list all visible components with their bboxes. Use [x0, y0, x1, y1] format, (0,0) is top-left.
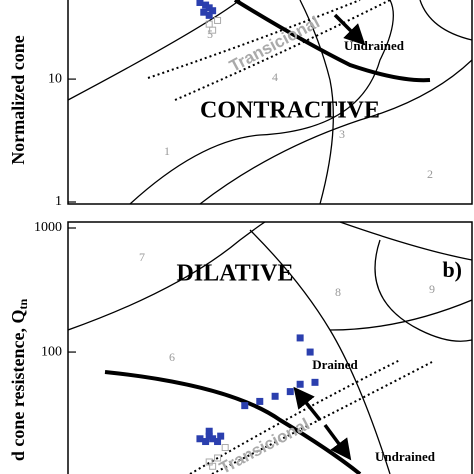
- points: [196, 0, 222, 34]
- annotation: CONTRACTIVE: [200, 98, 380, 124]
- y-axis-label: d cone resistence, Qtn: [8, 299, 30, 462]
- y-axis-label-sub: tn: [16, 299, 30, 310]
- annotation: Drained: [312, 357, 358, 372]
- y-axis-label: Normalized cone: [8, 35, 28, 164]
- annotation: 9: [429, 282, 435, 296]
- point: [221, 444, 229, 452]
- point: [205, 11, 213, 19]
- plot-frame: [67, 0, 473, 205]
- points: [196, 334, 319, 470]
- point: [241, 402, 249, 410]
- annotation: Undrained: [375, 449, 436, 464]
- point: [209, 26, 217, 34]
- panel-label: b): [442, 257, 462, 282]
- annotation: 2: [427, 167, 433, 181]
- annotation: Transicional: [216, 414, 313, 474]
- annotation: DILATIVE: [177, 261, 294, 287]
- point: [306, 348, 314, 356]
- annotation: 3: [339, 127, 345, 141]
- point: [214, 16, 222, 24]
- point: [205, 427, 213, 435]
- annotation: 8: [335, 285, 341, 299]
- annotation: 5: [207, 27, 213, 41]
- y-tick-label: 1: [55, 194, 62, 209]
- annotation: 4: [272, 70, 278, 84]
- point: [209, 462, 217, 470]
- annotation: 1: [164, 144, 170, 158]
- point: [217, 432, 225, 440]
- point: [202, 438, 210, 446]
- y-tick-label: 1000: [34, 220, 62, 235]
- point: [271, 392, 279, 400]
- annotation: 6: [169, 350, 175, 364]
- point: [196, 0, 204, 6]
- point: [296, 380, 304, 388]
- point: [311, 378, 319, 386]
- point: [286, 388, 294, 396]
- annotation: Undrained: [344, 38, 405, 53]
- point: [296, 334, 304, 342]
- point: [214, 454, 222, 462]
- plot-frame: [67, 221, 473, 474]
- point: [256, 397, 264, 405]
- zone-boundaries: [68, 0, 472, 204]
- y-tick-label: 10: [48, 71, 62, 86]
- annotation: 7: [139, 250, 145, 264]
- zone-boundaries: [68, 222, 472, 474]
- point: [196, 435, 204, 443]
- y-tick-label: 100: [41, 344, 62, 359]
